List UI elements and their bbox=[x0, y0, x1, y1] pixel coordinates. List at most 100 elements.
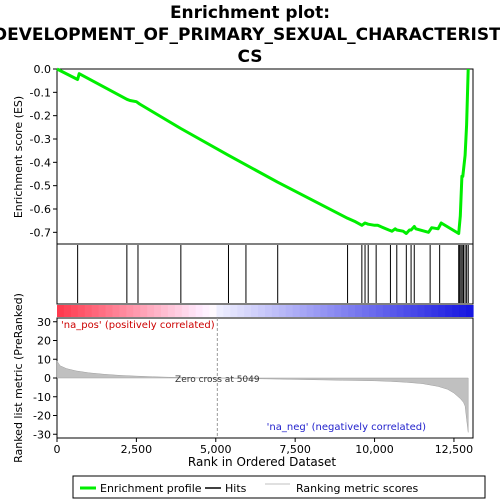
band-segment bbox=[84, 305, 93, 317]
band-segment bbox=[271, 305, 280, 317]
hits-group bbox=[77, 245, 469, 303]
band-segment bbox=[105, 305, 114, 317]
band-segment bbox=[209, 305, 218, 317]
legend-label-enrichment: Enrichment profile bbox=[100, 482, 202, 495]
band-segment bbox=[389, 305, 398, 317]
metric-x-axis: 0 2,500 5,000 7,500 10,000 12,500 bbox=[54, 438, 474, 456]
metric-y-tick-label: 20 bbox=[37, 335, 51, 348]
band-segment bbox=[410, 305, 419, 317]
band-segment bbox=[299, 305, 308, 317]
band-segment bbox=[77, 305, 86, 317]
band-segment bbox=[348, 305, 356, 317]
band-segment bbox=[126, 305, 134, 317]
band-segment bbox=[195, 305, 204, 317]
x-tick-label: 7,500 bbox=[279, 443, 311, 456]
x-tick-label: 12,500 bbox=[435, 443, 474, 456]
ranking-metric-area bbox=[56, 360, 469, 433]
metric-y-tick-label: 30 bbox=[37, 316, 51, 329]
band-segment bbox=[216, 305, 224, 317]
band-segment bbox=[230, 305, 238, 317]
band-segment bbox=[320, 305, 328, 317]
metric-y-tick-label: 10 bbox=[37, 353, 51, 366]
metric-y-tick-label: -20 bbox=[33, 410, 51, 423]
band-segment bbox=[174, 305, 183, 317]
metric-y-tick-label: -30 bbox=[33, 428, 51, 441]
band-segment bbox=[327, 305, 335, 317]
band-segment bbox=[382, 305, 391, 317]
band-segment bbox=[396, 305, 405, 317]
band-segment bbox=[431, 305, 439, 317]
metric-y-axis: 30 20 10 0 -10 -20 -30 bbox=[33, 316, 57, 441]
positive-correlation-label: 'na_pos' (positively correlated) bbox=[61, 320, 215, 331]
band-segment bbox=[292, 305, 301, 317]
ranking-color-band bbox=[57, 305, 474, 317]
band-segment bbox=[98, 305, 107, 317]
band-segment bbox=[251, 305, 259, 317]
legend-box bbox=[72, 475, 486, 499]
band-segment bbox=[369, 305, 377, 317]
band-segment bbox=[438, 305, 446, 317]
band-segment bbox=[445, 305, 453, 317]
band-segment bbox=[70, 305, 79, 317]
band-segment bbox=[355, 305, 363, 317]
band-segment bbox=[334, 305, 342, 317]
metric-y-tick-label: 0 bbox=[44, 372, 51, 385]
band-segment bbox=[265, 305, 273, 317]
es-y-axis-label: Enrichment score (ES) bbox=[12, 96, 25, 218]
band-segment bbox=[119, 305, 127, 317]
band-segment bbox=[133, 305, 141, 317]
band-segment bbox=[57, 305, 65, 317]
legend-label-metric: Ranking metric scores bbox=[296, 482, 418, 495]
band-segment bbox=[63, 305, 72, 317]
title-line-2: DEVELOPMENT_OF_PRIMARY_SEXUAL_CHARACTERI… bbox=[0, 25, 500, 45]
band-segment bbox=[147, 305, 155, 317]
band-segment bbox=[452, 305, 460, 317]
x-tick-label: 10,000 bbox=[355, 443, 394, 456]
band-segment bbox=[188, 305, 197, 317]
title-line-3: CS bbox=[237, 47, 262, 67]
band-segment bbox=[154, 305, 162, 317]
es-y-tick-label: -0.6 bbox=[30, 203, 51, 216]
es-y-tick-label: -0.3 bbox=[30, 133, 51, 146]
band-segment bbox=[341, 305, 349, 317]
band-segment bbox=[244, 305, 252, 317]
metric-y-tick-label: -10 bbox=[33, 391, 51, 404]
es-y-tick-label: -0.7 bbox=[30, 226, 51, 239]
band-segment bbox=[278, 305, 287, 317]
band-segment bbox=[237, 305, 245, 317]
band-segment bbox=[417, 305, 426, 317]
x-axis-label: Rank in Ordered Dataset bbox=[188, 455, 336, 469]
band-segment bbox=[285, 305, 294, 317]
es-y-tick-label: -0.4 bbox=[30, 156, 51, 169]
band-segment bbox=[202, 305, 211, 317]
legend-label-hits: Hits bbox=[225, 482, 247, 495]
x-tick-label: 5,000 bbox=[200, 443, 232, 456]
band-segment bbox=[112, 305, 120, 317]
band-segment bbox=[466, 305, 474, 317]
es-y-tick-label: -0.1 bbox=[30, 86, 51, 99]
es-y-tick-label: 0.0 bbox=[34, 63, 52, 76]
metric-y-axis-label: Ranked list metric (PreRanked) bbox=[12, 293, 25, 463]
band-segment bbox=[223, 305, 231, 317]
band-segment bbox=[181, 305, 190, 317]
hits-panel-frame bbox=[56, 243, 474, 305]
negative-correlation-label: 'na_neg' (negatively correlated) bbox=[267, 422, 426, 433]
band-segment bbox=[258, 305, 266, 317]
es-y-axis: 0.0 -0.1 -0.2 -0.3 -0.4 -0.5 -0.6 -0.7 bbox=[30, 63, 57, 239]
band-segment bbox=[161, 305, 169, 317]
band-segment bbox=[403, 305, 412, 317]
band-segment bbox=[91, 305, 100, 317]
band-segment bbox=[459, 305, 467, 317]
band-segment bbox=[167, 305, 176, 317]
band-segment bbox=[362, 305, 370, 317]
band-segment bbox=[306, 305, 315, 317]
enrichment-profile-line bbox=[56, 67, 470, 235]
zero-cross-label: Zero cross at 5049 bbox=[175, 375, 260, 385]
band-segment bbox=[424, 305, 432, 317]
title-line-1: Enrichment plot: bbox=[170, 3, 330, 23]
band-segment bbox=[375, 305, 384, 317]
es-y-tick-label: -0.5 bbox=[30, 180, 51, 193]
band-segment bbox=[313, 305, 322, 317]
band-segment bbox=[140, 305, 148, 317]
